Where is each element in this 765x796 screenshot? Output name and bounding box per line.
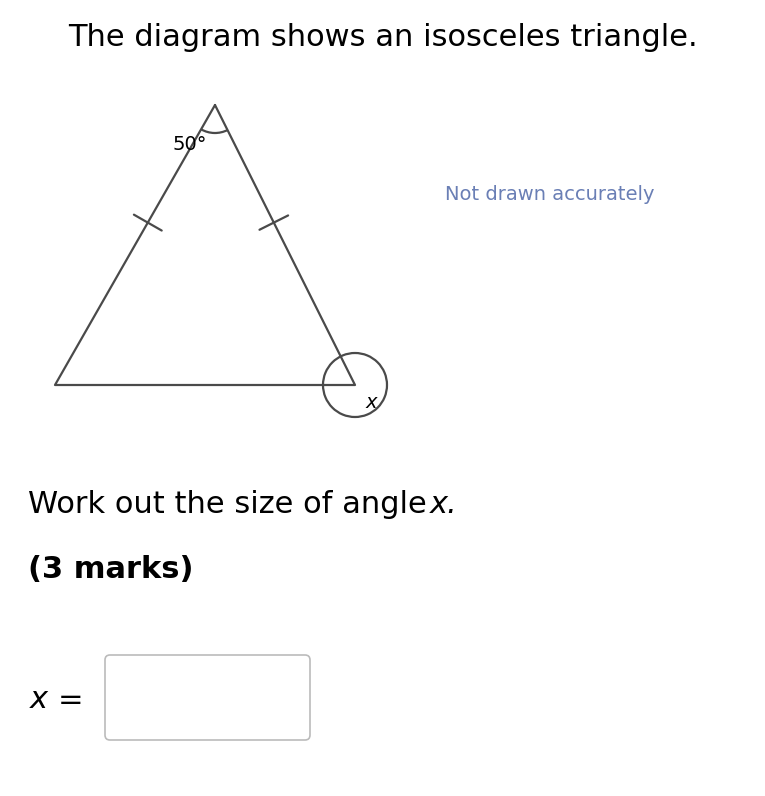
Text: (3 marks): (3 marks): [28, 555, 194, 584]
Text: x.: x.: [430, 490, 457, 519]
FancyBboxPatch shape: [105, 655, 310, 740]
Text: x: x: [365, 393, 376, 412]
Text: =: =: [58, 685, 83, 715]
Text: Not drawn accurately: Not drawn accurately: [445, 185, 655, 205]
Text: x: x: [30, 685, 48, 715]
Text: The diagram shows an isosceles triangle.: The diagram shows an isosceles triangle.: [67, 24, 698, 53]
Text: 50°: 50°: [172, 135, 207, 154]
Text: Work out the size of angle: Work out the size of angle: [28, 490, 437, 519]
